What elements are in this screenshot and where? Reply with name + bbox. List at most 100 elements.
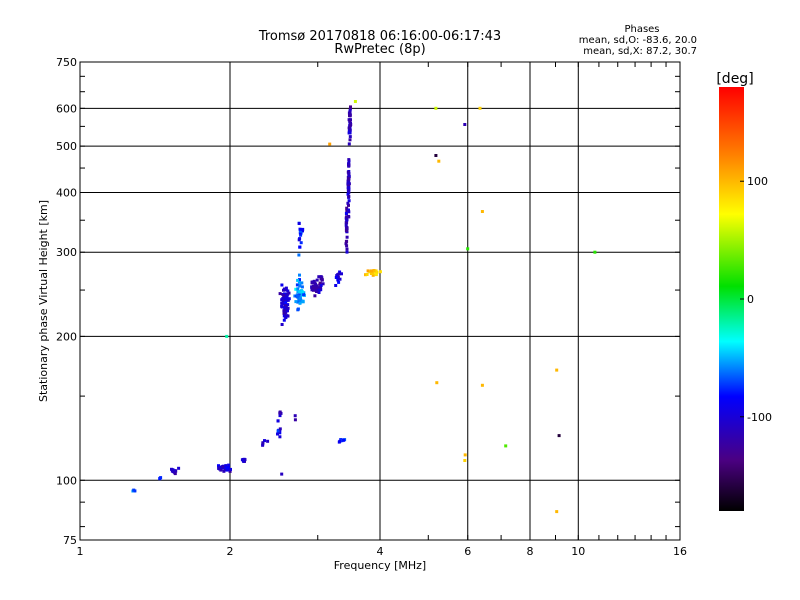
data-point bbox=[365, 273, 369, 276]
data-point bbox=[340, 439, 344, 443]
data-point bbox=[296, 278, 300, 282]
data-point bbox=[319, 275, 323, 279]
data-point bbox=[261, 443, 265, 447]
y-axis-label: Stationary phase Virtual Height [km] bbox=[37, 200, 50, 402]
chart-subtitle: RwPretec (8p) bbox=[334, 42, 425, 57]
data-point bbox=[348, 114, 352, 118]
data-point bbox=[347, 172, 351, 175]
data-point bbox=[344, 240, 348, 244]
data-point bbox=[297, 222, 301, 225]
data-point bbox=[286, 309, 289, 313]
data-point bbox=[278, 435, 282, 439]
data-points bbox=[131, 100, 597, 514]
data-point bbox=[282, 294, 286, 297]
data-point bbox=[557, 434, 561, 438]
data-point bbox=[347, 210, 351, 214]
data-point bbox=[296, 300, 300, 304]
data-point bbox=[243, 458, 247, 462]
data-point bbox=[284, 298, 288, 302]
data-point bbox=[284, 315, 288, 319]
data-point bbox=[317, 288, 321, 292]
data-point bbox=[347, 186, 351, 190]
data-point bbox=[278, 411, 282, 415]
data-point bbox=[298, 290, 302, 294]
data-point bbox=[463, 123, 467, 126]
data-point bbox=[372, 269, 376, 272]
data-point bbox=[301, 300, 305, 304]
data-point bbox=[280, 283, 284, 287]
data-point bbox=[294, 287, 298, 291]
data-point bbox=[278, 292, 282, 296]
data-point bbox=[284, 288, 288, 292]
data-point bbox=[283, 308, 287, 312]
x-tick-label: 4 bbox=[377, 545, 384, 558]
data-point bbox=[347, 176, 351, 180]
data-point bbox=[310, 288, 314, 292]
data-point bbox=[296, 289, 300, 293]
data-point bbox=[366, 269, 370, 273]
data-point bbox=[282, 292, 286, 296]
data-point bbox=[225, 334, 229, 338]
data-point bbox=[228, 469, 232, 473]
colorbar-tick-label: 0 bbox=[747, 293, 754, 306]
data-point bbox=[375, 270, 379, 274]
data-point bbox=[293, 418, 297, 422]
data-point bbox=[338, 277, 342, 281]
y-tick-label: 100 bbox=[56, 474, 77, 487]
data-point bbox=[347, 161, 351, 165]
data-point bbox=[504, 444, 508, 448]
data-point bbox=[132, 488, 136, 492]
data-point bbox=[159, 476, 163, 480]
colorbar bbox=[719, 87, 744, 511]
data-point bbox=[374, 272, 378, 276]
data-point bbox=[328, 142, 332, 146]
data-point bbox=[301, 227, 305, 231]
data-point bbox=[364, 273, 367, 277]
data-point bbox=[347, 181, 351, 185]
data-point bbox=[347, 189, 351, 193]
data-point bbox=[217, 464, 220, 468]
data-point bbox=[555, 368, 559, 372]
data-point bbox=[298, 273, 301, 277]
data-point bbox=[335, 274, 339, 278]
data-point bbox=[337, 280, 341, 284]
data-point bbox=[555, 510, 559, 514]
data-point bbox=[300, 281, 304, 285]
data-point bbox=[435, 381, 439, 385]
data-point bbox=[298, 278, 301, 282]
data-point bbox=[298, 297, 302, 301]
data-point bbox=[347, 131, 351, 135]
data-point bbox=[344, 211, 348, 215]
data-point bbox=[177, 466, 181, 470]
y-tick-label: 200 bbox=[56, 330, 77, 343]
data-point bbox=[226, 466, 230, 470]
data-point bbox=[286, 306, 290, 310]
data-point bbox=[302, 293, 306, 296]
data-point bbox=[298, 292, 302, 296]
data-point bbox=[276, 432, 279, 436]
x-tick-label: 10 bbox=[571, 545, 585, 558]
data-point bbox=[347, 203, 350, 207]
data-point bbox=[345, 244, 349, 248]
data-point bbox=[286, 292, 290, 296]
data-point bbox=[276, 429, 280, 433]
data-point bbox=[348, 128, 352, 132]
data-point bbox=[296, 294, 300, 298]
data-point bbox=[298, 284, 302, 288]
data-point bbox=[221, 465, 225, 469]
data-point bbox=[347, 111, 351, 115]
axis-ticks: 1 2 4 6 8 10 16 75 100 200 300 400 500 600 750 bbox=[56, 56, 687, 558]
data-point bbox=[345, 209, 349, 213]
data-point bbox=[378, 270, 382, 274]
data-point bbox=[287, 297, 291, 301]
data-point bbox=[283, 312, 287, 316]
y-tick-label: 600 bbox=[56, 102, 77, 115]
data-point bbox=[297, 280, 301, 284]
data-point bbox=[173, 469, 177, 473]
data-point bbox=[297, 238, 301, 242]
data-point bbox=[286, 303, 290, 307]
data-point bbox=[371, 271, 375, 275]
data-point bbox=[173, 472, 177, 476]
data-point bbox=[340, 272, 343, 276]
